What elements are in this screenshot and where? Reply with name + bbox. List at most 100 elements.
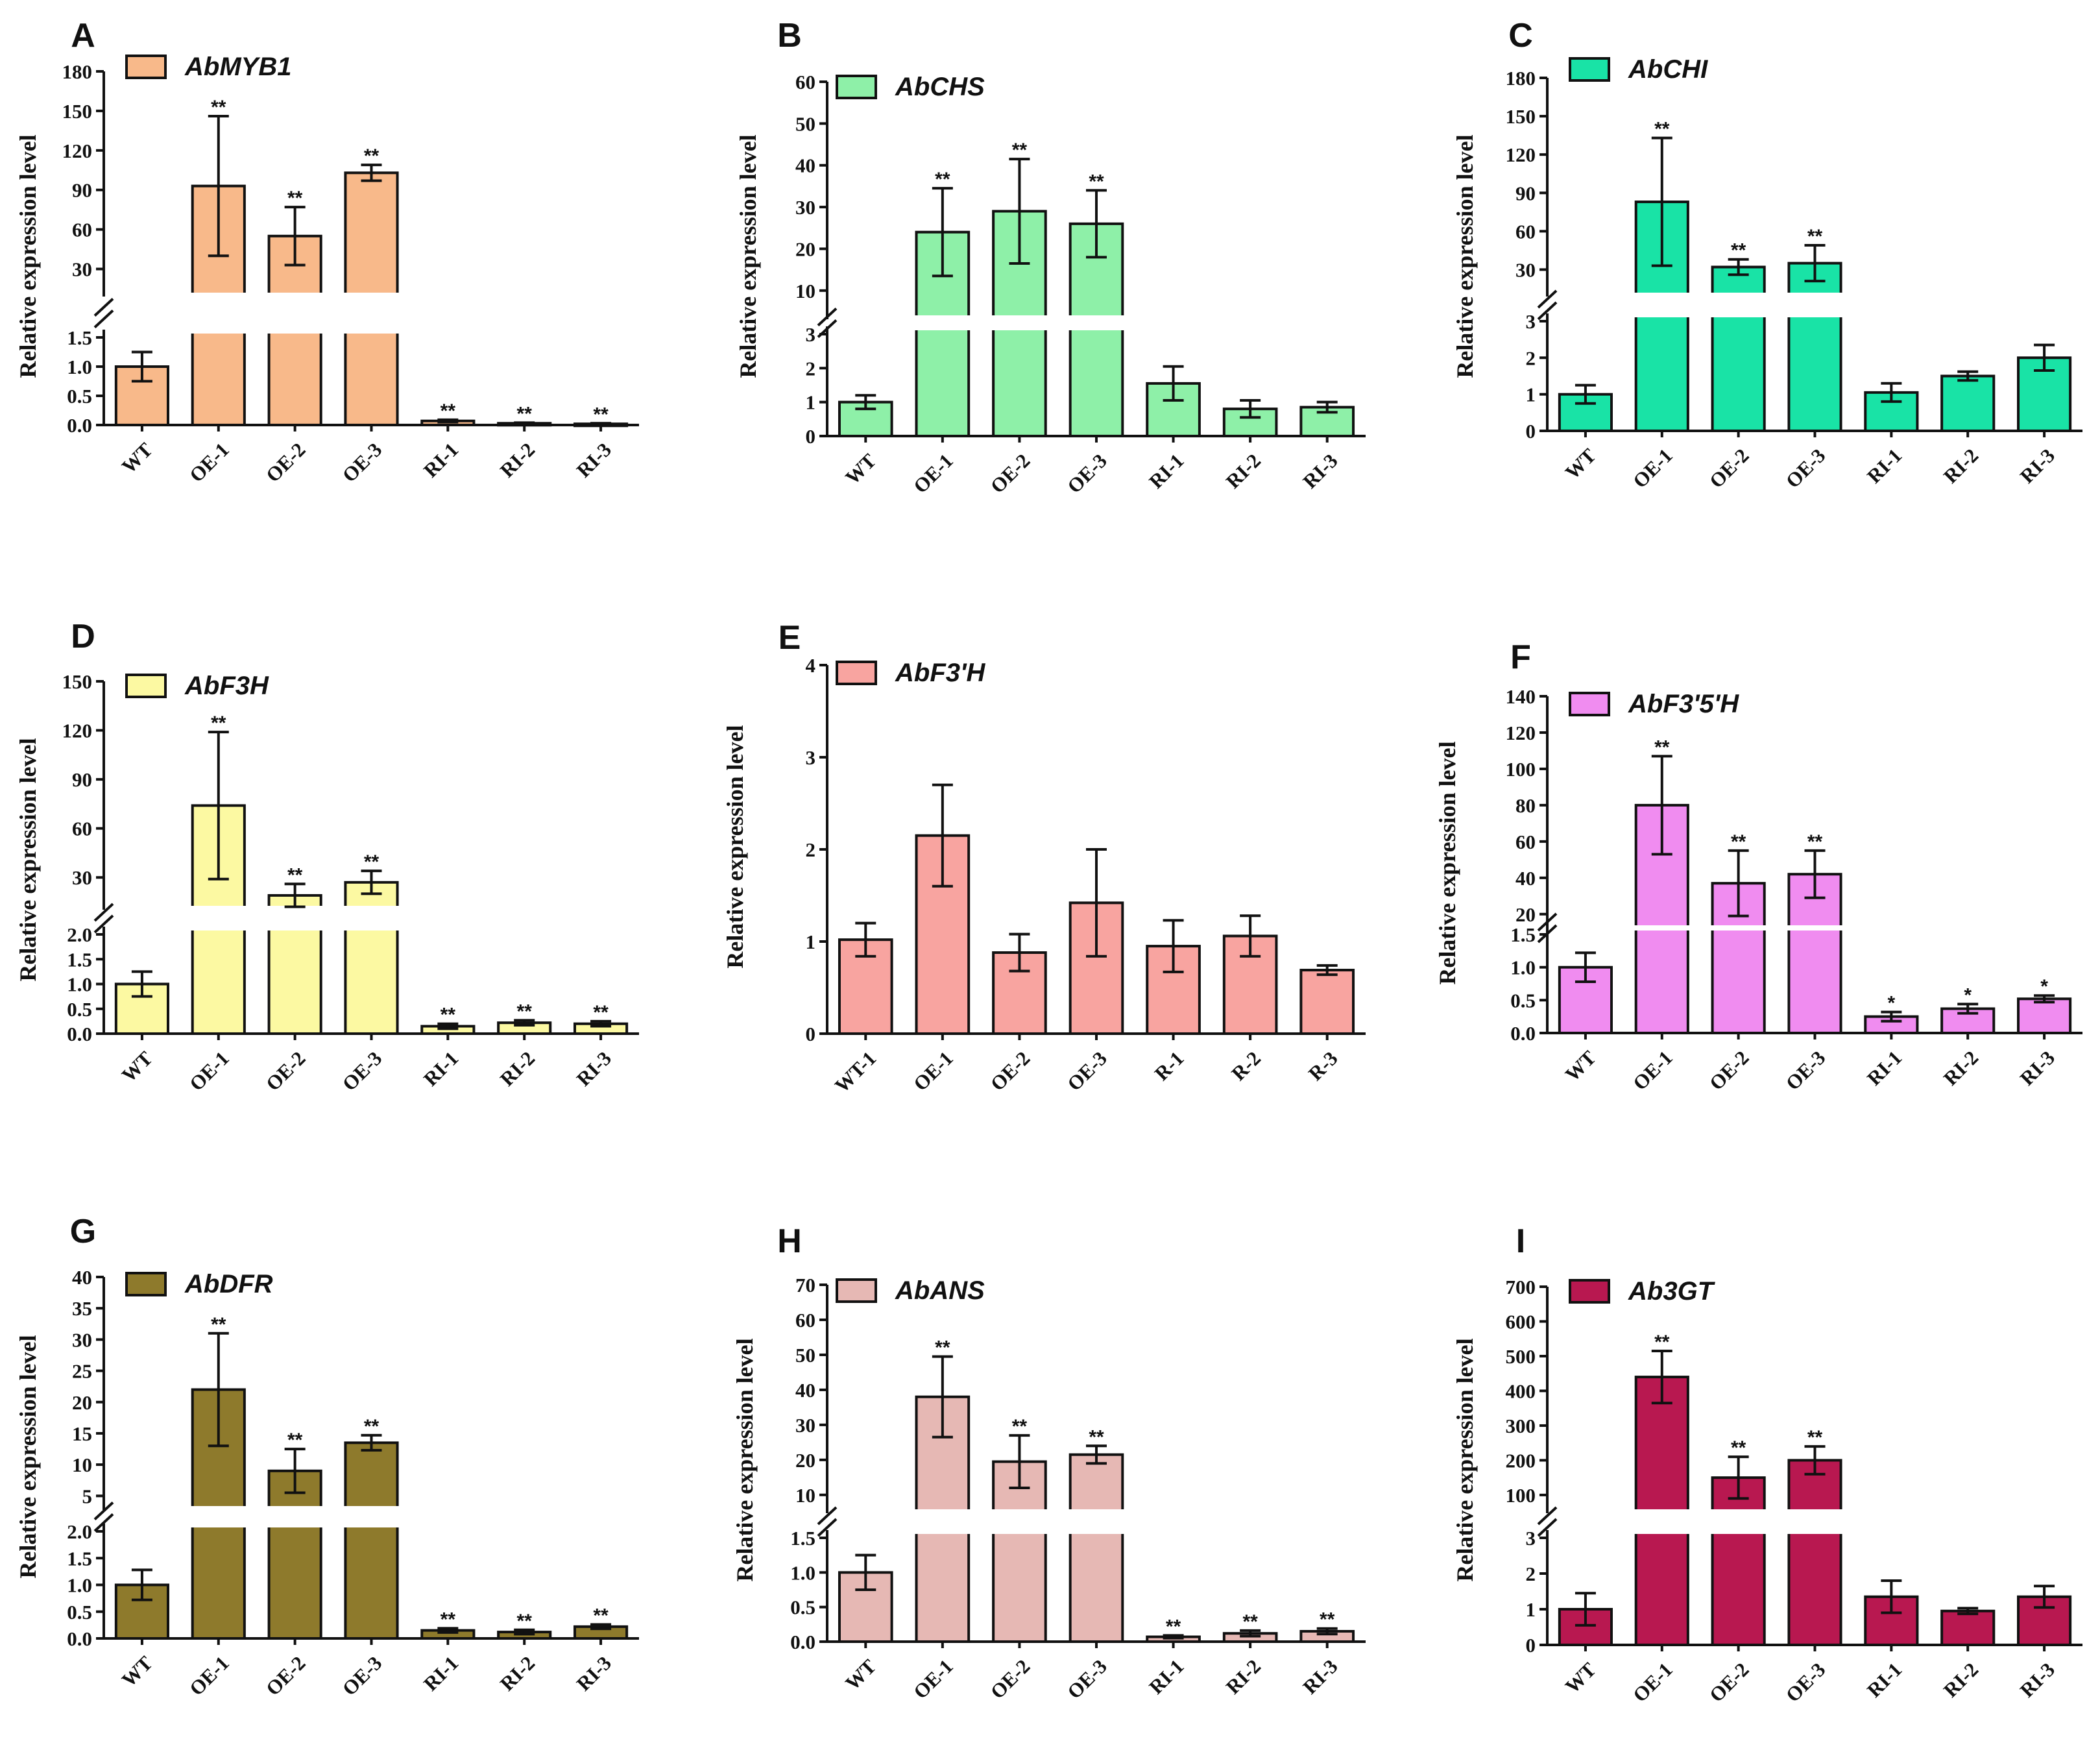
y-tick-label: 3 xyxy=(806,746,816,769)
bar-break-gap xyxy=(913,1509,972,1534)
y-tick-label: 30 xyxy=(795,196,815,219)
bar-OE-3 xyxy=(1787,261,1842,432)
significance-mark: ** xyxy=(441,1004,456,1026)
significance-mark: ** xyxy=(1654,1332,1670,1353)
significance-mark: ** xyxy=(441,1609,456,1630)
significance-mark: ** xyxy=(1807,226,1823,247)
legend-swatch xyxy=(836,661,877,685)
y-tick-label: 120 xyxy=(62,720,93,742)
y-tick-label: 4 xyxy=(806,654,816,677)
x-tick-label: RI-1 xyxy=(419,438,463,481)
x-tick-label: OE-1 xyxy=(909,449,958,498)
y-tick-label: 10 xyxy=(795,1484,815,1507)
y-tick-label: 1 xyxy=(806,930,816,953)
panel-letter: E xyxy=(778,619,801,657)
x-tick-label: WT xyxy=(841,449,881,489)
legend-label: AbDFR xyxy=(184,1270,273,1298)
y-tick-label: 150 xyxy=(62,670,93,693)
y-tick-label: 60 xyxy=(72,219,92,241)
bar-OE-3 xyxy=(344,881,399,1036)
significance-mark: ** xyxy=(287,1429,303,1451)
x-tick-label: RI-2 xyxy=(1939,444,1983,487)
y-tick-label: 0.5 xyxy=(790,1596,815,1619)
bar-OE-3 xyxy=(1787,1459,1842,1646)
axis-break-mark xyxy=(93,903,114,922)
legend-swatch xyxy=(125,55,167,79)
x-tick-label: R-3 xyxy=(1304,1047,1342,1085)
y-tick-label: 0.0 xyxy=(1510,1022,1536,1045)
bar-break-gap xyxy=(991,1509,1048,1534)
axis-break-mark xyxy=(93,1513,114,1532)
y-tick-label: 2.0 xyxy=(67,923,92,946)
y-tick-label: 2 xyxy=(1526,347,1536,369)
bar-break-gap xyxy=(266,293,324,334)
axis-break-mark xyxy=(817,308,838,326)
x-tick-label: RI-1 xyxy=(1863,444,1906,487)
bar-RI-2 xyxy=(1940,1609,1996,1646)
bar-break-gap xyxy=(1709,293,1767,317)
y-tick-label: 40 xyxy=(72,1266,92,1289)
y-tick-label: 2 xyxy=(1526,1563,1536,1585)
panel-letter: C xyxy=(1508,17,1533,55)
x-tick-label: RI-1 xyxy=(1144,1655,1188,1698)
y-axis-label: Relative expression level xyxy=(15,1335,41,1578)
chart-panel-I: I Relative expression level Ab3GT 0 1 2 3 100 20… xyxy=(1452,1222,2082,1707)
y-tick-label: 20 xyxy=(795,1449,815,1472)
legend-swatch xyxy=(1569,57,1610,82)
legend-swatch xyxy=(1569,1279,1610,1304)
chart-panel-A: A Relative expression level AbMYB1 0.0 0.5 1.… xyxy=(15,17,639,487)
y-tick-label: 120 xyxy=(1506,722,1536,744)
significance-mark: ** xyxy=(1012,140,1028,161)
significance-mark: ** xyxy=(593,1002,609,1023)
significance-mark: ** xyxy=(935,1337,950,1359)
y-tick-label: 35 xyxy=(72,1297,92,1320)
y-tick-label: 0.5 xyxy=(67,385,92,407)
y-tick-label: 0.5 xyxy=(67,998,92,1021)
x-tick-label: OE-1 xyxy=(185,438,234,487)
y-tick-label: 120 xyxy=(62,140,93,162)
significance-mark: ** xyxy=(1089,1426,1104,1448)
bar-break-gap xyxy=(189,293,247,334)
bar-break-gap xyxy=(1709,1509,1767,1534)
y-tick-label: 1 xyxy=(1526,383,1536,406)
y-tick-label: 180 xyxy=(62,60,93,83)
y-tick-label: 180 xyxy=(1506,67,1536,90)
bar-break-gap xyxy=(991,315,1048,330)
x-tick-label: OE-2 xyxy=(261,438,310,487)
y-tick-label: 1.0 xyxy=(67,356,92,378)
chart-panel-H: H Relative expression level AbANS 0.0 0.5 1.0… xyxy=(732,1222,1366,1703)
chart-panel-E: E Relative expression level AbF3'H 0 1 2 3 4 WT-… xyxy=(722,619,1366,1097)
bar-OE-3 xyxy=(1068,1453,1124,1644)
y-tick-label: 3 xyxy=(806,323,816,346)
bar-break-gap xyxy=(266,906,324,930)
y-tick-label: 20 xyxy=(1515,903,1536,926)
y-tick-label: 0 xyxy=(1526,1634,1536,1657)
legend-swatch xyxy=(836,1278,877,1303)
panel-letter: A xyxy=(71,17,95,55)
panel-letter: H xyxy=(777,1222,802,1260)
legend-label: AbANS xyxy=(895,1276,985,1305)
x-tick-label: OE-3 xyxy=(338,1651,387,1700)
axis-break-mark xyxy=(93,298,114,317)
x-tick-label: RI-1 xyxy=(419,1047,463,1090)
x-tick-label: WT xyxy=(841,1655,881,1695)
significance-mark: ** xyxy=(211,1314,226,1335)
bar-break-gap xyxy=(189,1506,247,1527)
bar-break-gap xyxy=(1633,925,1691,930)
x-tick-label: OE-3 xyxy=(338,1047,387,1095)
y-tick-label: 30 xyxy=(72,258,92,281)
y-tick-label: 10 xyxy=(795,280,815,302)
significance-mark: ** xyxy=(517,1611,533,1632)
y-axis-label: Relative expression level xyxy=(735,134,761,378)
y-tick-label: 0 xyxy=(806,1023,816,1045)
bar-break-gap xyxy=(1067,315,1126,330)
y-tick-label: 0.0 xyxy=(67,414,92,437)
x-tick-label: WT xyxy=(1561,1046,1601,1086)
x-tick-label: WT xyxy=(117,1047,158,1087)
x-tick-label: OE-1 xyxy=(1628,1046,1677,1095)
y-tick-label: 60 xyxy=(1515,831,1536,853)
y-tick-label: 600 xyxy=(1506,1310,1536,1333)
x-tick-label: RI-3 xyxy=(572,1047,616,1090)
significance-mark: * xyxy=(1964,984,1972,1006)
panel-letter: G xyxy=(70,1213,96,1250)
